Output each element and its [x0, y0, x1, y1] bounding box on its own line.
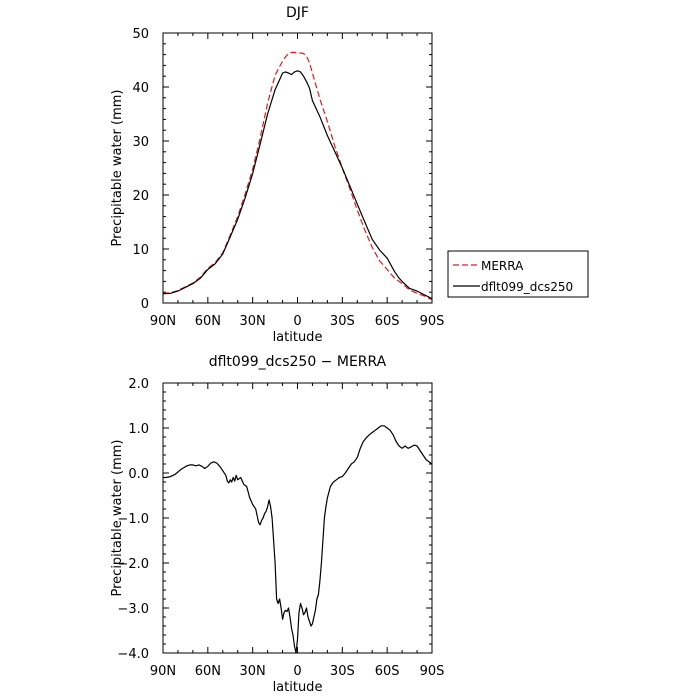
y-tick-label: 30 [132, 135, 149, 150]
legend-box [447, 250, 589, 298]
chart-title: dflt099_dcs250 − MERRA [209, 354, 387, 370]
x-tick-label: 0 [293, 314, 301, 329]
difference-panel: dflt099_dcs250 − MERRA 90N 60N 30N 0 30S 60S 90… [110, 354, 444, 695]
y-axis-label: Precipitable water (mm) [110, 90, 125, 247]
plot-frame [162, 382, 433, 654]
y-tick-label: 0.0 [128, 467, 149, 482]
chart-title: DJF [286, 5, 309, 21]
y-tick-label: 1.0 [128, 422, 149, 437]
x-tick-label: 30N [240, 664, 266, 679]
x-tick-label: 90N [150, 314, 176, 329]
x-tick-label: 90S [420, 314, 445, 329]
x-tick-label: 60S [375, 664, 400, 679]
x-tick-label: 30N [240, 314, 266, 329]
y-tick-label: 10 [132, 243, 149, 258]
x-tick-label: 30S [330, 314, 355, 329]
legend-label: dflt099_dcs250 [481, 280, 573, 294]
y-tick-label: 40 [132, 81, 149, 96]
y-axis-label: Precipitable water (mm) [110, 440, 125, 597]
djf-panel: DJF 90N 60N 30N 0 30S 60S 90S 0 10 20 30 40 50 latitud… [110, 5, 589, 345]
x-tick-label: 0 [293, 664, 301, 679]
y-tick-label: 2.0 [128, 377, 149, 392]
y-tick-label: −3.0 [117, 602, 149, 617]
y-tick-label: −2.0 [117, 557, 149, 572]
y-tick-label: −1.0 [117, 512, 149, 527]
x-tick-label: 60N [195, 314, 221, 329]
y-tick-label: 50 [132, 27, 149, 42]
y-tick-label: 20 [132, 189, 149, 204]
x-axis-label: latitude [273, 330, 323, 345]
x-tick-label: 90S [420, 664, 445, 679]
x-tick-label: 60N [195, 664, 221, 679]
series-line-merra [162, 51, 433, 301]
legend: MERRA dflt099_dcs250 [447, 250, 589, 298]
y-tick-label: 0 [141, 297, 149, 312]
x-tick-label: 30S [330, 664, 355, 679]
x-tick-label: 90N [150, 664, 176, 679]
x-axis-label: latitude [273, 680, 323, 695]
y-tick-label: −4.0 [117, 647, 149, 662]
x-tick-label: 60S [375, 314, 400, 329]
series-line-panel1-0 [163, 425, 433, 654]
legend-label: MERRA [481, 259, 524, 273]
series-line-dflt099-dcs250 [162, 70, 433, 300]
plot-frame [162, 32, 433, 304]
